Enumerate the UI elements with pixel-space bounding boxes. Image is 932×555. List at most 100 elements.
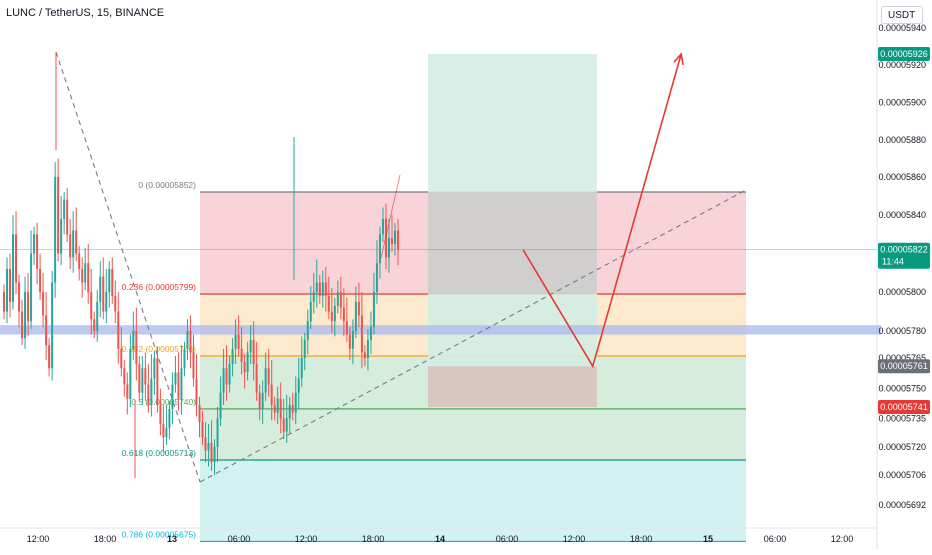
candle-body xyxy=(306,321,309,340)
candle-body xyxy=(114,295,117,312)
price-tag xyxy=(878,47,930,61)
candle-body xyxy=(99,276,102,302)
candle-body xyxy=(105,292,108,312)
candle-body xyxy=(330,311,333,322)
candle-body xyxy=(397,230,399,250)
candle-body xyxy=(318,282,321,296)
x-axis-tick-label: 14 xyxy=(435,534,445,544)
candle-body xyxy=(24,292,27,339)
candle-body xyxy=(381,218,384,235)
candle-body xyxy=(354,301,357,331)
candle-body xyxy=(174,372,177,385)
candle-body xyxy=(216,418,219,447)
zone-overlap xyxy=(428,192,597,294)
candle-body xyxy=(27,292,30,322)
candle-body xyxy=(261,392,264,409)
price-tag-value: 0.00005761 xyxy=(880,361,928,371)
candle-body xyxy=(369,327,372,340)
candle-body xyxy=(144,368,147,385)
candle-body xyxy=(360,315,363,353)
trend-line-down xyxy=(55,51,201,483)
candle-body xyxy=(249,339,252,353)
candle-body xyxy=(6,268,9,312)
candle-body xyxy=(75,230,78,254)
x-axis-tick-label: 13 xyxy=(167,534,177,544)
candle-body xyxy=(171,384,174,409)
candle-body xyxy=(324,282,327,296)
candle-body xyxy=(192,352,195,379)
y-axis-tick-label: 0.00005860 xyxy=(878,172,926,182)
projection-path xyxy=(522,53,682,369)
candle-body xyxy=(222,368,225,393)
candle-body xyxy=(375,263,378,293)
candle-body xyxy=(378,234,381,264)
candle-body xyxy=(33,234,36,254)
candle-body xyxy=(30,253,33,322)
candle-body xyxy=(204,437,207,451)
candle-body xyxy=(150,378,153,405)
candle-body xyxy=(357,301,360,316)
candle-body xyxy=(321,282,324,296)
candle-body xyxy=(243,362,246,373)
candle-body xyxy=(195,378,198,405)
x-axis-tick-label: 12:00 xyxy=(831,534,854,544)
candle-body xyxy=(15,234,18,283)
candle-body xyxy=(237,334,240,349)
candle-body xyxy=(366,339,369,359)
candle-body xyxy=(153,358,156,379)
candle-body xyxy=(273,404,276,413)
x-axis-tick-label: 12:00 xyxy=(563,534,586,544)
candle-body xyxy=(198,404,201,423)
y-axis-tick-label: 0.00005692 xyxy=(878,500,926,510)
candle-body xyxy=(51,282,54,369)
y-axis-tick-label: 0.00005706 xyxy=(878,470,926,480)
x-axis-tick-label: 06:00 xyxy=(496,534,519,544)
y-axis-tick-label: 0.00005735 xyxy=(878,413,926,423)
y-axis-tick-label: 0.00005880 xyxy=(878,135,926,145)
candle-body xyxy=(45,315,48,346)
candle-body xyxy=(393,230,396,244)
candle-body xyxy=(267,368,270,385)
y-axis-tick-label: 0.00005765 xyxy=(878,353,926,363)
candle-body xyxy=(351,331,354,349)
y-axis-tick-label: 0.00005920 xyxy=(878,60,926,70)
x-axis-tick-label: 18:00 xyxy=(630,534,653,544)
candle-body xyxy=(225,368,228,385)
candle-body xyxy=(72,230,75,258)
candle-body xyxy=(339,292,342,308)
candle-body xyxy=(258,392,261,409)
candle-body xyxy=(39,268,42,293)
candle-body xyxy=(141,368,144,393)
candle-body xyxy=(219,392,222,419)
candle-body xyxy=(201,422,204,438)
candle-body xyxy=(252,339,255,365)
stop-zone xyxy=(428,366,597,407)
x-axis-tick-label: 12:00 xyxy=(27,534,50,544)
candle-body xyxy=(264,368,267,393)
candle-body xyxy=(48,345,51,369)
candle-body xyxy=(210,442,213,463)
candle-body xyxy=(87,263,90,293)
candle-body xyxy=(348,334,351,349)
candle-body xyxy=(180,368,183,399)
candle-body xyxy=(90,292,93,320)
candle-body xyxy=(42,292,45,316)
candle-body xyxy=(138,364,141,393)
projection-arrowhead xyxy=(673,52,684,65)
candle-body xyxy=(390,238,393,244)
fib-level-label: 0.618 (0.00005713) xyxy=(122,448,196,458)
candle-body xyxy=(84,263,87,283)
candle-body xyxy=(246,352,249,373)
y-axis-tick-label: 0.00005800 xyxy=(878,287,926,297)
fib-level-label: 0.786 (0.00005675) xyxy=(122,529,196,539)
currency-selector[interactable]: USDT xyxy=(881,6,923,24)
candle-body xyxy=(336,292,339,306)
fib-band xyxy=(200,460,746,542)
candle-body xyxy=(159,404,162,425)
candle-body xyxy=(66,199,69,235)
y-axis-tick-label: 0.00005940 xyxy=(878,23,926,33)
price-tag xyxy=(878,242,930,269)
candle-body xyxy=(312,292,315,302)
